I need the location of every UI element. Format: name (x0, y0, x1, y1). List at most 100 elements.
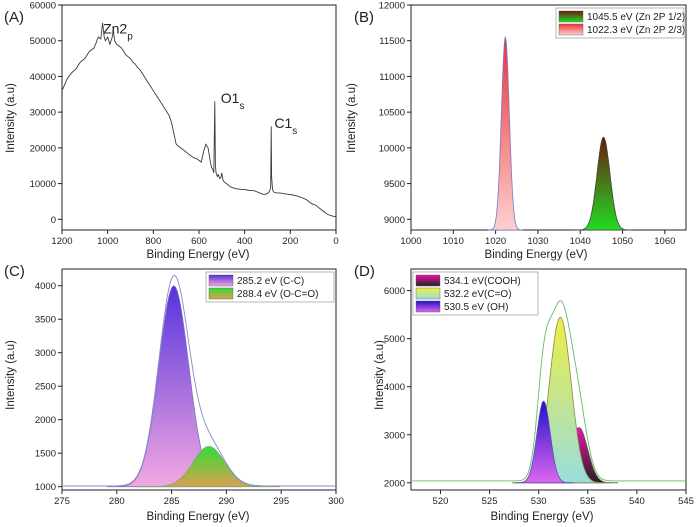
y-tick-label: 4000 (35, 281, 56, 292)
y-tick-label: 10000 (379, 143, 405, 154)
x-tick-label: 1200 (51, 236, 72, 247)
legend-label: 285.2 eV (C-C) (237, 276, 304, 287)
legend-swatch (558, 10, 584, 23)
fitted-peak-area (487, 35, 523, 231)
y-tick-label: 9000 (384, 215, 405, 226)
y-tick-label: 3500 (35, 315, 56, 326)
y-tick-label: 11500 (379, 36, 405, 47)
legend-swatch (208, 287, 234, 300)
y-tick-label: 0 (51, 215, 56, 226)
legend-swatch (558, 23, 584, 36)
x-tick-label: 525 (482, 496, 498, 507)
plot-frame (410, 4, 687, 231)
x-tick-label: 300 (328, 496, 344, 507)
x-tick-label: 1000 (400, 236, 421, 247)
y-tick-label: 3000 (384, 430, 405, 441)
legend-label: 1022.3 eV (Zn 2P 2/3) (587, 25, 685, 36)
panel-label: (A) (4, 9, 24, 26)
y-tick-label: 30000 (30, 108, 56, 119)
legend: 285.2 eV (C-C) 288.4 eV (O-C=O) (205, 271, 335, 303)
legend-swatch (208, 274, 234, 287)
legend: 1045.5 eV (Zn 2P 1/2) 1022.3 eV (Zn 2P 2/… (555, 7, 685, 39)
y-tick-label: 20000 (30, 143, 56, 154)
y-tick-label: 60000 (30, 1, 56, 12)
y-axis-label: Intensity (a.u) (346, 83, 358, 153)
legend-label: 288.4 eV (O-C=O) (237, 289, 318, 300)
panel-label: (C) (4, 263, 25, 280)
y-tick-label: 10000 (30, 179, 56, 190)
y-tick-label: 5000 (384, 334, 405, 345)
x-tick-label: 540 (629, 496, 645, 507)
panel-b: (B) Binding Energy (eV) Intensity (a.u) … (346, 1, 687, 261)
x-tick-label: 1000 (97, 236, 118, 247)
y-tick-label: 3000 (35, 348, 56, 359)
y-tick-label: 12000 (379, 1, 405, 12)
panel-a: (A) Binding Energy (eV) Intensity (a.u) … (4, 1, 339, 262)
fitted-peak-area (574, 136, 633, 231)
x-tick-label: 600 (191, 236, 207, 247)
peak-annotation: Zn2p (103, 21, 133, 43)
x-axis-label: Binding Energy (eV) (147, 511, 250, 523)
peak-annotation-sub: p (127, 31, 133, 42)
survey-spectrum-line (61, 22, 336, 217)
y-tick-label: 2000 (35, 415, 56, 426)
x-tick-label: 1050 (612, 236, 633, 247)
y-axis-label: Intensity (a.u) (5, 340, 17, 410)
peak-annotation: C1s (274, 115, 297, 137)
envelope-line (62, 274, 336, 487)
x-tick-label: 1030 (527, 236, 548, 247)
x-tick-label: 1060 (654, 236, 675, 247)
x-tick-label: 290 (218, 496, 234, 507)
x-axis-label: Binding Energy (eV) (491, 511, 594, 523)
y-tick-label: 1500 (35, 449, 56, 460)
plot-frame (61, 4, 337, 231)
x-tick-label: 535 (580, 496, 596, 507)
x-tick-label: 1010 (443, 236, 464, 247)
x-tick-label: 1040 (570, 236, 591, 247)
x-tick-label: 295 (273, 496, 289, 507)
x-tick-label: 285 (164, 496, 180, 507)
fitted-peak-area (137, 446, 281, 488)
x-tick-label: 800 (145, 236, 161, 247)
x-tick-label: 1020 (485, 236, 506, 247)
legend: 534.1 eV(COOH) 532.2 eV(C=O) 530.5 eV (OH) (412, 271, 539, 316)
x-tick-label: 520 (433, 496, 449, 507)
panel-label: (D) (354, 263, 375, 280)
panel-d: (D) Binding Energy (eV) Intensity (a.u) … (354, 263, 694, 523)
y-tick-label: 1000 (35, 482, 56, 493)
y-tick-label: 10500 (379, 108, 405, 119)
x-tick-label: 275 (54, 496, 70, 507)
y-tick-label: 9500 (384, 179, 405, 190)
legend-swatch (415, 287, 441, 300)
peak-annotation: O1s (221, 90, 245, 112)
envelope-line (411, 300, 686, 482)
peak-annotation-sub: s (239, 101, 244, 112)
legend-label: 532.2 eV(C=O) (444, 289, 512, 300)
y-tick-label: 50000 (30, 36, 56, 47)
x-tick-label: 280 (109, 496, 125, 507)
x-tick-label: 545 (678, 496, 694, 507)
y-tick-label: 6000 (384, 286, 405, 297)
y-axis-label: Intensity (a.u) (5, 83, 17, 153)
fitted-peak-area (511, 316, 609, 484)
x-tick-label: 0 (333, 236, 338, 247)
y-tick-label: 2000 (384, 478, 405, 489)
x-axis-label: Binding Energy (eV) (147, 249, 250, 261)
panel-c: (C) Binding Energy (eV) Intensity (a.u) … (4, 263, 344, 523)
x-tick-label: 530 (531, 496, 547, 507)
y-tick-label: 2500 (35, 382, 56, 393)
fitted-peak-area (513, 400, 574, 484)
legend-label: 530.5 eV (OH) (444, 302, 508, 313)
legend-label: 534.1 eV(COOH) (444, 276, 521, 287)
x-tick-label: 200 (282, 236, 298, 247)
x-tick-label: 400 (237, 236, 253, 247)
peak-annotation-sub: s (292, 126, 297, 137)
x-axis-label: Binding Energy (eV) (485, 249, 588, 261)
legend-label: 1045.5 eV (Zn 2P 1/2) (587, 12, 685, 23)
y-axis-label: Intensity (a.u) (374, 340, 386, 410)
legend-swatch (415, 300, 441, 313)
plot-frame (61, 268, 337, 491)
legend-swatch (415, 274, 441, 287)
y-tick-label: 4000 (384, 382, 405, 393)
